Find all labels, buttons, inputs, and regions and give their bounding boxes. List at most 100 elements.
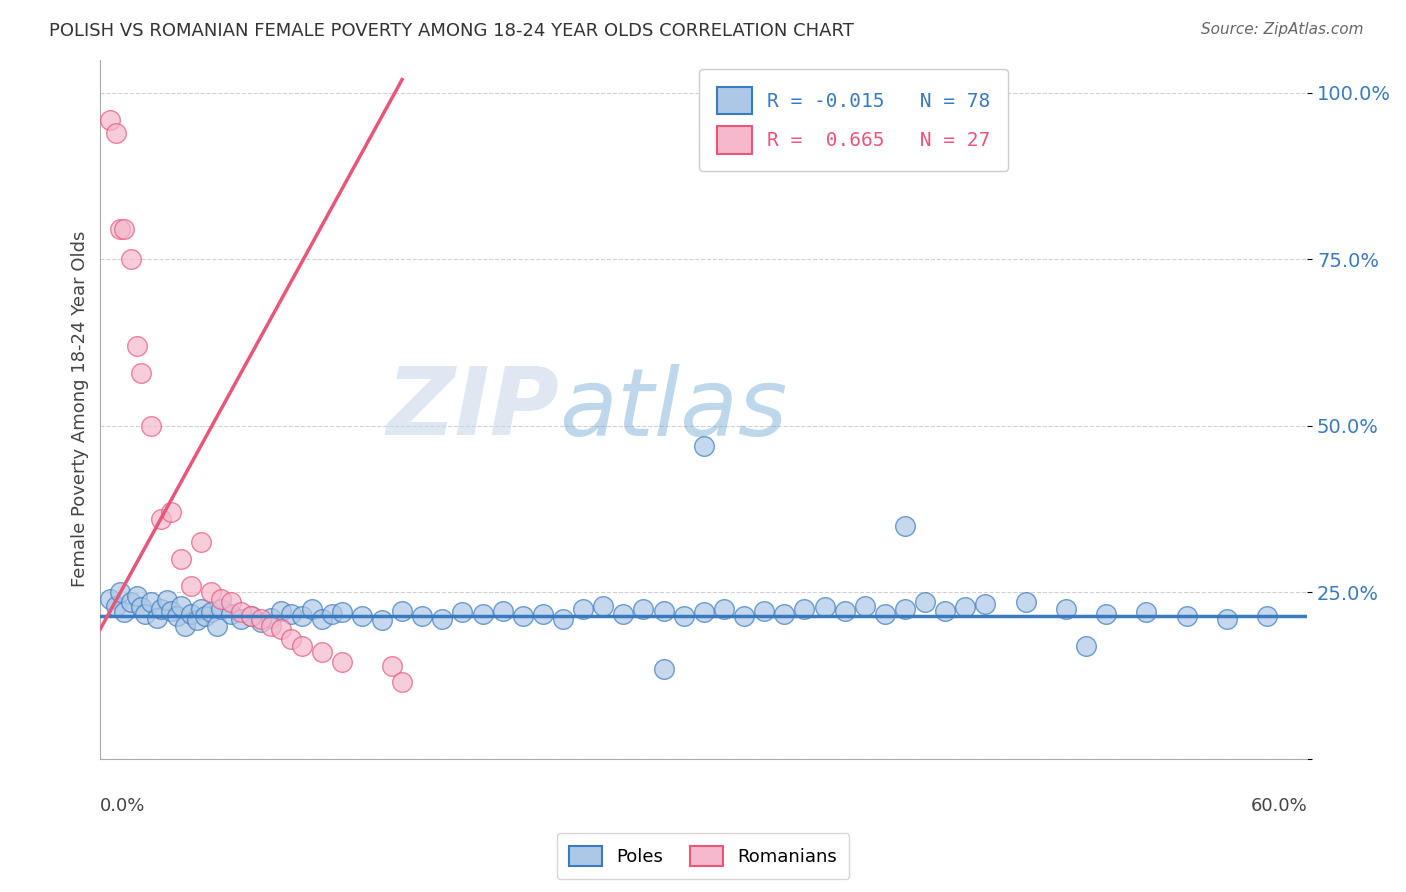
Point bbox=[170, 552, 193, 566]
Point bbox=[391, 675, 413, 690]
Point bbox=[270, 622, 292, 636]
Point bbox=[713, 602, 735, 616]
Point bbox=[311, 612, 333, 626]
Point bbox=[531, 607, 554, 621]
Point bbox=[156, 593, 179, 607]
Point bbox=[612, 607, 634, 621]
Point bbox=[813, 599, 835, 614]
Point bbox=[432, 612, 454, 626]
Point bbox=[149, 602, 172, 616]
Text: 0.0%: 0.0% bbox=[100, 797, 146, 815]
Point bbox=[110, 585, 132, 599]
Point bbox=[652, 662, 675, 676]
Point bbox=[311, 645, 333, 659]
Point bbox=[173, 618, 195, 632]
Point bbox=[159, 604, 181, 618]
Point bbox=[1014, 595, 1036, 609]
Point bbox=[120, 595, 142, 609]
Point bbox=[1054, 602, 1077, 616]
Point bbox=[894, 518, 917, 533]
Point bbox=[873, 607, 896, 621]
Point bbox=[114, 222, 136, 236]
Point bbox=[240, 608, 263, 623]
Text: Source: ZipAtlas.com: Source: ZipAtlas.com bbox=[1201, 22, 1364, 37]
Point bbox=[186, 613, 208, 627]
Point bbox=[280, 607, 302, 621]
Point bbox=[180, 607, 202, 621]
Point bbox=[1175, 608, 1198, 623]
Point bbox=[793, 602, 815, 616]
Point bbox=[512, 608, 534, 623]
Point bbox=[200, 605, 222, 619]
Point bbox=[250, 615, 273, 630]
Point bbox=[934, 604, 956, 618]
Point bbox=[1095, 607, 1118, 621]
Point bbox=[551, 612, 574, 626]
Text: ZIP: ZIP bbox=[387, 363, 560, 455]
Point bbox=[280, 632, 302, 646]
Point bbox=[219, 607, 242, 621]
Point bbox=[381, 658, 404, 673]
Point bbox=[209, 602, 232, 616]
Point bbox=[371, 613, 394, 627]
Text: POLISH VS ROMANIAN FEMALE POVERTY AMONG 18-24 YEAR OLDS CORRELATION CHART: POLISH VS ROMANIAN FEMALE POVERTY AMONG … bbox=[49, 22, 853, 40]
Point bbox=[260, 610, 283, 624]
Point bbox=[166, 608, 188, 623]
Point bbox=[773, 607, 796, 621]
Point bbox=[894, 602, 917, 616]
Point bbox=[105, 599, 128, 613]
Point bbox=[672, 608, 695, 623]
Point bbox=[190, 602, 212, 616]
Text: atlas: atlas bbox=[560, 364, 787, 455]
Point bbox=[110, 222, 132, 236]
Point bbox=[190, 535, 212, 549]
Point bbox=[290, 639, 312, 653]
Point bbox=[391, 604, 413, 618]
Point bbox=[134, 607, 156, 621]
Point bbox=[159, 505, 181, 519]
Point bbox=[330, 605, 353, 619]
Point bbox=[1256, 608, 1278, 623]
Point bbox=[105, 126, 128, 140]
Point bbox=[240, 608, 263, 623]
Point bbox=[733, 608, 755, 623]
Point bbox=[120, 252, 142, 267]
Point bbox=[330, 655, 353, 669]
Point bbox=[572, 602, 595, 616]
Legend: R = -0.015   N = 78, R =  0.665   N = 27: R = -0.015 N = 78, R = 0.665 N = 27 bbox=[699, 70, 1008, 171]
Point bbox=[205, 618, 228, 632]
Point bbox=[129, 599, 152, 614]
Point bbox=[170, 599, 193, 613]
Point bbox=[321, 607, 343, 621]
Point bbox=[471, 607, 494, 621]
Point bbox=[139, 595, 162, 609]
Text: 60.0%: 60.0% bbox=[1250, 797, 1308, 815]
Point bbox=[834, 604, 856, 618]
Point bbox=[231, 605, 253, 619]
Point bbox=[219, 595, 242, 609]
Point bbox=[250, 612, 273, 626]
Point bbox=[129, 366, 152, 380]
Point bbox=[592, 599, 614, 613]
Point bbox=[231, 612, 253, 626]
Legend: Poles, Romanians: Poles, Romanians bbox=[557, 833, 849, 879]
Point bbox=[100, 112, 122, 127]
Point bbox=[301, 602, 323, 616]
Point bbox=[1074, 639, 1097, 653]
Point bbox=[180, 579, 202, 593]
Point bbox=[139, 418, 162, 433]
Point bbox=[914, 595, 936, 609]
Point bbox=[290, 608, 312, 623]
Point bbox=[194, 608, 217, 623]
Point bbox=[752, 604, 775, 618]
Point bbox=[693, 439, 716, 453]
Point bbox=[492, 604, 515, 618]
Point bbox=[149, 512, 172, 526]
Point bbox=[633, 602, 655, 616]
Point bbox=[1135, 605, 1157, 619]
Point bbox=[853, 599, 876, 613]
Point bbox=[114, 605, 136, 619]
Point bbox=[1216, 612, 1239, 626]
Point bbox=[693, 605, 716, 619]
Point bbox=[260, 618, 283, 632]
